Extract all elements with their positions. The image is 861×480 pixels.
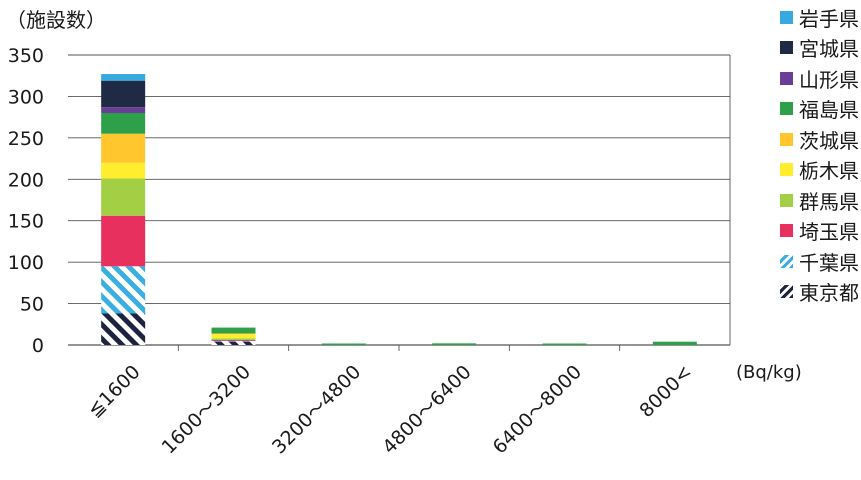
legend-item: 栃木県 — [780, 157, 859, 183]
bar-segment — [211, 327, 256, 334]
bar-segment — [101, 178, 146, 216]
bar-segment — [321, 343, 366, 345]
legend-label: 東京都 — [799, 281, 859, 305]
legend-swatch — [780, 132, 793, 146]
bar-segment — [101, 74, 146, 81]
legend-swatch — [780, 71, 793, 85]
x-tick-label: 8000< — [635, 361, 696, 422]
legend-label: 茨城県 — [799, 128, 859, 153]
bar-segment — [432, 343, 477, 345]
legend-item: 山形県 — [780, 65, 859, 92]
bar-segment — [101, 162, 146, 179]
bar-segment — [101, 133, 146, 163]
legend-swatch — [780, 41, 793, 54]
y-axis-title: （施設数） — [6, 8, 106, 32]
legend-label: 宮城県 — [799, 37, 859, 61]
legend-label: 埼玉県 — [799, 220, 859, 244]
x-tick-label: 4800～6400 — [378, 361, 475, 458]
bar-segment — [211, 339, 256, 341]
x-tick-label: 3200～4800 — [268, 361, 365, 458]
legend-swatch — [780, 224, 793, 237]
legend-swatch — [780, 10, 793, 24]
legend-item: 東京都 — [780, 279, 859, 305]
bar-segment — [101, 215, 146, 267]
legend-swatch — [780, 254, 793, 268]
y-tick-label: 350 — [8, 45, 44, 67]
y-tick-label: 200 — [8, 169, 44, 191]
legend-item: 福島県 — [780, 96, 859, 122]
bar-segment — [101, 113, 146, 134]
legend-item: 埼玉県 — [780, 218, 859, 244]
legend-item: 茨城県 — [780, 126, 859, 153]
bar-segment — [652, 341, 697, 345]
legend-item: 岩手県 — [780, 4, 859, 31]
bar-segment — [211, 332, 256, 335]
x-axis-unit-label: (Bq/kg) — [736, 362, 802, 383]
x-tick-labels: ≦1600 1600～3200 3200～4800 4800～6400 6400～800… — [84, 361, 697, 458]
y-tick-label: 150 — [8, 211, 44, 233]
y-tick-label: 0 — [32, 335, 44, 357]
y-tick-label: 100 — [8, 252, 44, 274]
bar-segment — [101, 313, 146, 345]
legend-item: 群馬県 — [780, 187, 859, 214]
x-tick-label: ≦1600 — [84, 361, 145, 422]
legend-item: 千葉県 — [780, 248, 859, 275]
x-tick-label: 1600～3200 — [158, 361, 255, 458]
y-tick-label: 300 — [8, 86, 44, 108]
legend-label: 栃木県 — [799, 159, 859, 183]
legend-label: 群馬県 — [799, 189, 859, 214]
legend-label: 岩手県 — [799, 6, 859, 31]
bar-segment — [101, 266, 146, 314]
legend-label: 千葉県 — [799, 250, 859, 275]
bar-segment — [101, 107, 146, 113]
legend-swatch — [780, 285, 793, 298]
legend-swatch — [780, 102, 793, 115]
bar-segment — [101, 80, 146, 108]
bars — [101, 74, 697, 345]
gridlines — [68, 54, 731, 351]
legend-swatch — [780, 193, 793, 207]
y-tick-label: 50 — [20, 294, 44, 316]
legend-swatch — [780, 163, 793, 176]
y-tick-labels: 0 50 100 150 200 250 300 350 — [8, 45, 44, 357]
bar-segment — [211, 334, 256, 339]
bar-segment — [211, 338, 256, 341]
y-tick-label: 250 — [8, 128, 44, 150]
bar-segment — [542, 343, 587, 345]
legend-label: 山形県 — [799, 67, 859, 92]
bar-segment — [211, 340, 256, 342]
legend-item: 宮城県 — [780, 35, 859, 61]
legend-label: 福島県 — [799, 98, 859, 122]
bar-segment — [211, 341, 256, 345]
x-tick-label: 6400～8000 — [489, 361, 586, 458]
